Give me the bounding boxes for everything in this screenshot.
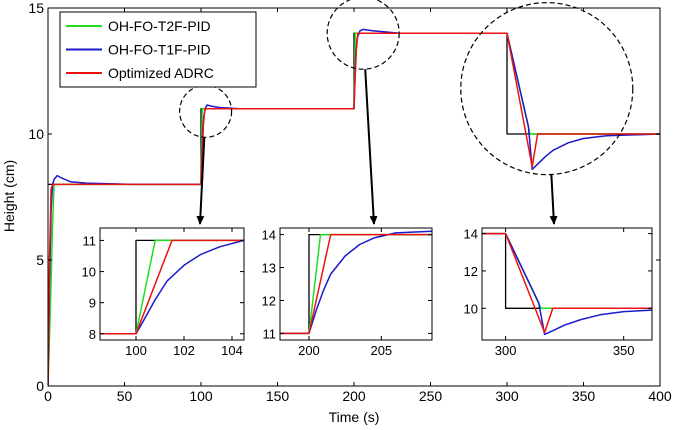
- inset-2-frame: [279, 227, 433, 341]
- inset-2-line-oh-fo-t1f-pid: [280, 230, 432, 335]
- main-x-tick-label: 150: [266, 388, 290, 404]
- main-x-tick-label: 0: [44, 388, 52, 404]
- zoom-arrow-2: [364, 69, 378, 225]
- main-x-tick-label: 200: [342, 388, 366, 404]
- inset-2-line-optimized-adrc: [280, 233, 432, 335]
- inset-3: 300 350 10 12 14: [464, 227, 653, 358]
- legend-item-oh-fo-t1f-pid: OH-FO-T1F-PID: [66, 42, 211, 58]
- inset-3-frame: [481, 227, 653, 341]
- inset-2-y-tick-label: 11: [263, 326, 277, 341]
- legend-item-oh-fo-t2f-pid: OH-FO-T2F-PID: [66, 18, 211, 34]
- inset-1-y-tick-label: 10: [82, 265, 96, 280]
- inset-1-series: [100, 239, 244, 335]
- inset-1-x-tick-label: 102: [173, 343, 195, 358]
- inset-3-y-tick-label: 10: [464, 301, 478, 316]
- inset-3-background: [482, 228, 652, 340]
- zoom-circles: [178, 0, 634, 225]
- main-x-tick-label: 300: [495, 388, 519, 404]
- inset-3-x-tick-label: 300: [495, 343, 517, 358]
- inset-3-x-tick-label: 350: [613, 343, 635, 358]
- legend-item-optimized-adrc: Optimized ADRC: [66, 65, 214, 81]
- inset-3-line-optimized-adrc: [482, 232, 652, 334]
- inset-1-x-tick-label: 100: [125, 343, 147, 358]
- zoom-circle-3: [460, 2, 634, 176]
- zoom-arrow-3: [549, 174, 558, 225]
- inset-1-line-optimized-adrc: [100, 239, 244, 335]
- legend-label-oh-fo-t2f-pid: OH-FO-T2F-PID: [108, 18, 211, 34]
- main-y-tick-label: 10: [28, 126, 44, 142]
- inset-1-x-tick-label: 104: [221, 343, 243, 358]
- insets: 100 102 104 8 9 10 11 200 205 11 12 13 14 300 350 10 12 1…: [82, 227, 653, 358]
- main-x-tick-label: 100: [189, 388, 213, 404]
- legend: OH-FO-T2F-PID OH-FO-T1F-PID Optimized ADRC: [59, 11, 257, 88]
- inset-2: 200 205 11 12 13 14: [262, 227, 433, 358]
- inset-3-y-tick-label: 12: [464, 264, 478, 279]
- inset-2-y-tick-label: 13: [262, 261, 276, 276]
- main-x-tick-label: 400: [648, 388, 672, 404]
- inset-2-series: [280, 230, 432, 335]
- main-x-tick-label: 350: [572, 388, 596, 404]
- inset-3-y-tick-label: 14: [464, 227, 478, 242]
- y-axis-label: Height (cm): [1, 160, 17, 232]
- main-y-tick-label: 5: [36, 252, 44, 268]
- inset-2-background: [280, 228, 432, 340]
- main-line-optimized-adrc: [48, 32, 660, 386]
- inset-3-line-oh-fo-t1f-pid: [482, 232, 652, 336]
- inset-1-y-tick-label: 11: [83, 233, 97, 248]
- inset-1-y-tick-label: 9: [89, 296, 96, 311]
- inset-1-y-tick-label: 8: [89, 327, 96, 342]
- inset-2-y-tick-label: 12: [262, 293, 276, 308]
- inset-1-frame: [99, 227, 245, 341]
- main-y-tick-label: 15: [28, 0, 44, 16]
- legend-label-optimized-adrc: Optimized ADRC: [108, 65, 214, 81]
- inset-1-background: [100, 228, 244, 340]
- inset-2-x-tick-label: 200: [298, 343, 320, 358]
- main-series: [48, 28, 660, 386]
- inset-1: 100 102 104 8 9 10 11: [82, 227, 245, 358]
- inset-2-y-tick-label: 14: [262, 228, 276, 243]
- x-axis-label: Time (s): [329, 409, 380, 425]
- zoom-circle-2: [326, 0, 400, 70]
- inset-3-series: [482, 232, 652, 336]
- main-x-tick-label: 50: [117, 388, 133, 404]
- inset-2-x-tick-label: 205: [370, 343, 392, 358]
- legend-label-oh-fo-t1f-pid: OH-FO-T1F-PID: [108, 42, 211, 58]
- main-x-tick-label: 250: [419, 388, 443, 404]
- zoom-arrow-1: [196, 137, 206, 225]
- main-y-tick-label: 0: [36, 378, 44, 394]
